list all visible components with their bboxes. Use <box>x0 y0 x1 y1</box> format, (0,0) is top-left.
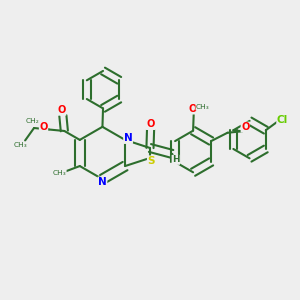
Text: O: O <box>58 105 66 115</box>
Text: CH₂: CH₂ <box>26 118 39 124</box>
Text: N: N <box>98 177 107 187</box>
Text: Cl: Cl <box>277 115 288 125</box>
Text: CH₃: CH₃ <box>14 142 28 148</box>
Text: S: S <box>147 156 155 166</box>
Text: O: O <box>188 104 196 114</box>
Text: O: O <box>241 122 250 132</box>
Text: CH₃: CH₃ <box>53 170 67 176</box>
Text: O: O <box>39 122 48 131</box>
Text: CH₃: CH₃ <box>196 104 209 110</box>
Text: N: N <box>124 134 132 143</box>
Text: H: H <box>172 155 180 164</box>
Text: O: O <box>146 119 155 130</box>
